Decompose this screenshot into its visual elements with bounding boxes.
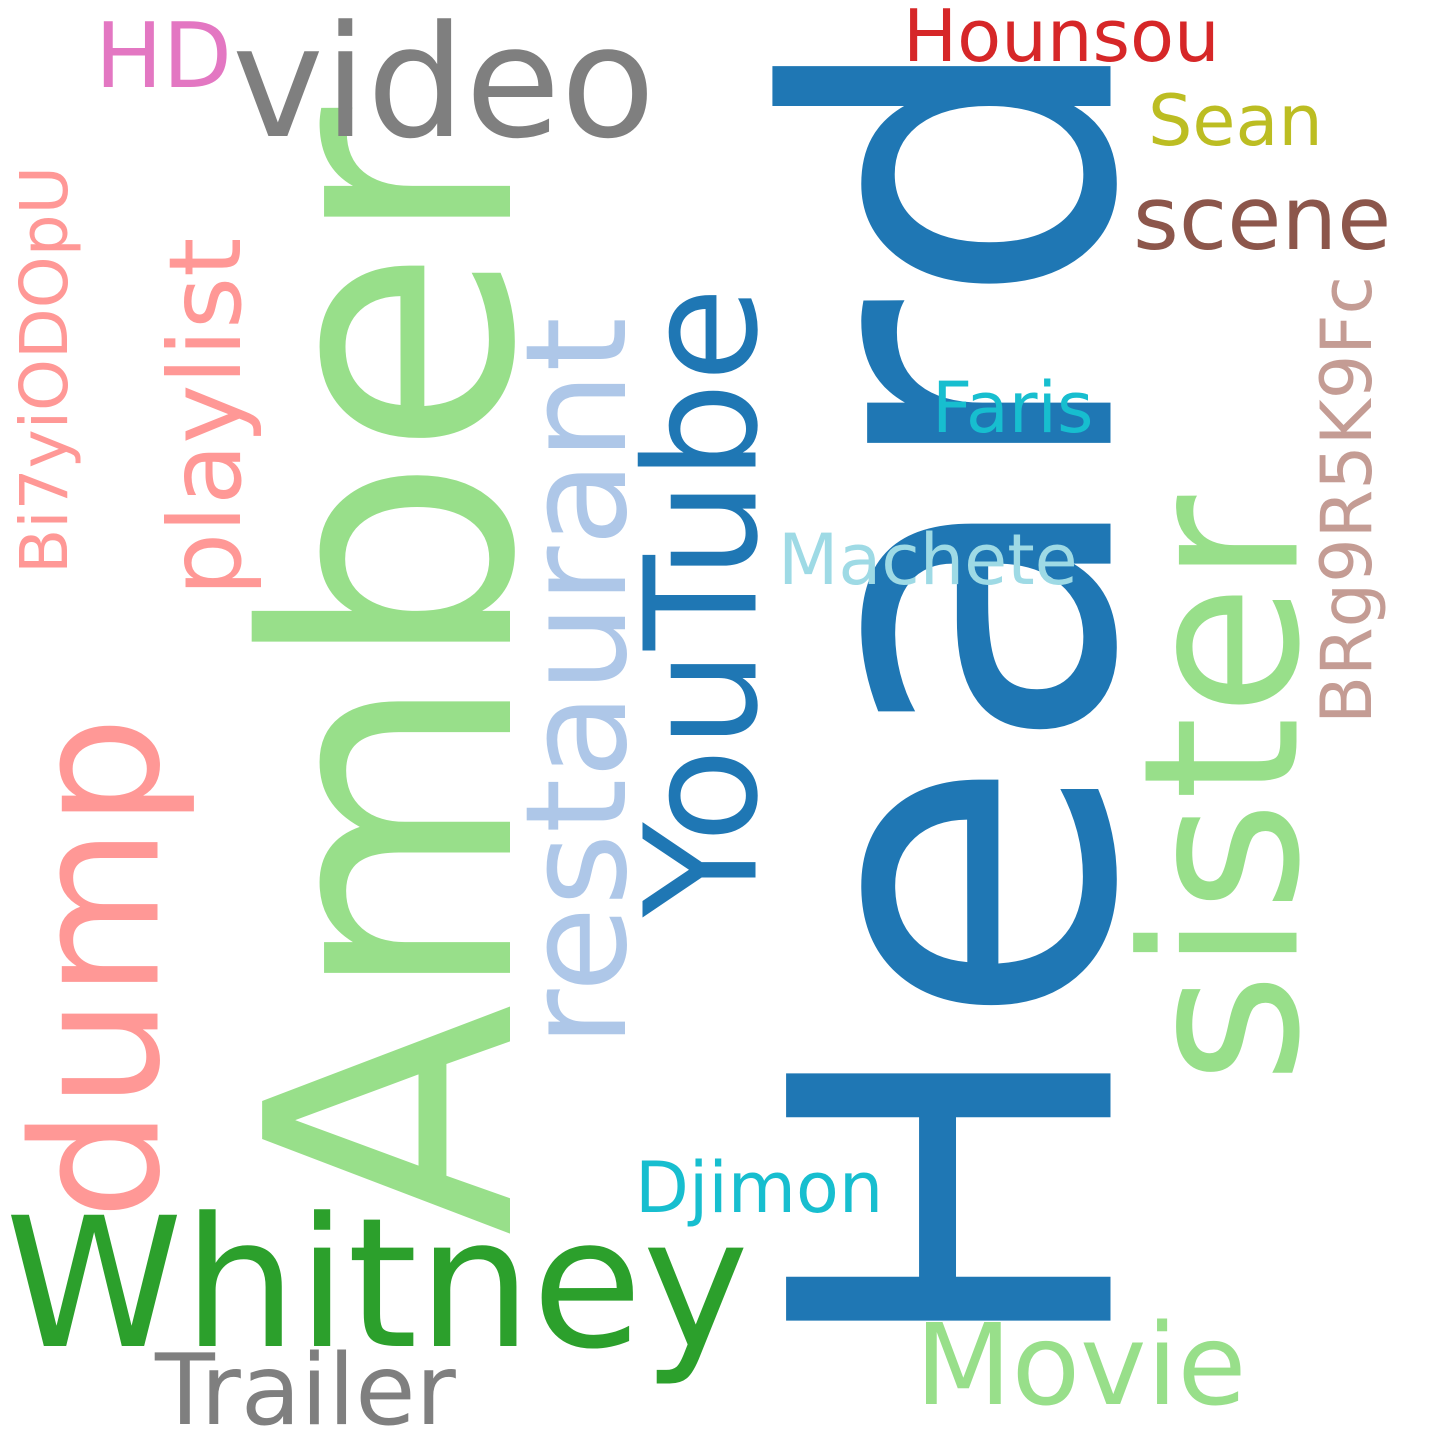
word-sister: sister	[1096, 495, 1348, 1085]
word-movie: Movie	[915, 1301, 1247, 1431]
word-faris: Faris	[932, 367, 1094, 449]
word-sean: Sean	[1148, 80, 1323, 162]
word-hounsou: Hounsou	[903, 0, 1220, 78]
word-scene: scene	[1133, 167, 1392, 270]
word-youtube: YouTube	[611, 286, 793, 918]
word-hd: HD	[95, 4, 232, 109]
word-dump: dump	[0, 716, 200, 1220]
word-trailer: Trailer	[155, 1334, 456, 1440]
word-bi7yiodopu: Bi7yiODOpU	[6, 166, 83, 574]
word-machete: Machete	[778, 519, 1078, 601]
word-video: video	[232, 0, 656, 173]
word-playlist: playlist	[147, 237, 264, 597]
word-whitney: Whitney	[5, 1180, 749, 1389]
word-brg9r5k9fc: BRg9R5K9Fc	[1306, 276, 1388, 724]
word-djimon: Djimon	[635, 1147, 884, 1229]
